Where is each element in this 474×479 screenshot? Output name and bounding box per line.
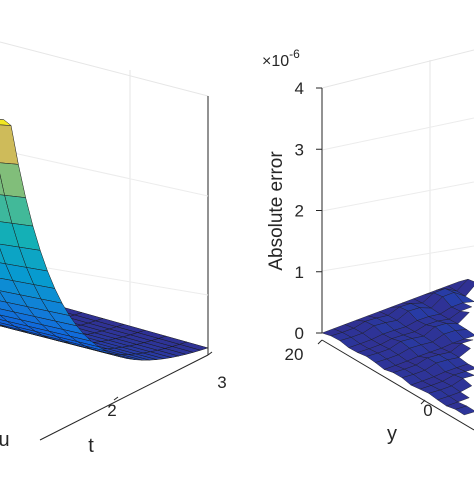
left-surface-patch	[178, 341, 209, 351]
right-y-tick-label: 20	[285, 345, 304, 364]
right-z-ticks: 0 1 2 3 4	[295, 79, 322, 343]
right-surface-plot: 0 1 2 3 4 20 0 y Absolute error ×10-6	[262, 47, 474, 445]
right-z-tick-label: 2	[295, 202, 304, 221]
right-z-tick-label: 1	[295, 263, 304, 282]
right-surface-patch	[454, 405, 474, 416]
left-x-axis-label: t	[88, 435, 94, 457]
left-surface-patch	[0, 124, 19, 165]
right-grid-line	[321, 117, 474, 151]
right-y-tick-label: 0	[423, 401, 432, 420]
right-z-multiplier-base: ×10	[262, 53, 289, 70]
right-z-axis-label: Absolute error	[266, 151, 287, 271]
right-z-tick-label: 0	[295, 324, 304, 343]
left-surface-patch	[0, 162, 26, 198]
right-z-tick-label: 4	[295, 79, 304, 98]
left-grid-line	[0, 149, 209, 197]
right-surface-mesh	[321, 278, 474, 416]
right-y-axis-line	[321, 339, 474, 431]
left-surface-mesh	[0, 119, 209, 361]
left-partial-label: u	[0, 429, 10, 451]
left-x-axis-line	[39, 354, 209, 441]
right-y-axis-label: y	[387, 423, 397, 445]
right-box-line	[321, 49, 474, 89]
left-surface-plot: 2 3 t u	[0, 41, 227, 457]
left-surface-patch	[0, 119, 12, 126]
right-z-multiplier-exponent: -6	[289, 47, 300, 61]
right-y-tick	[420, 399, 426, 405]
left-box-line	[0, 41, 209, 97]
right-y-tick	[317, 339, 323, 345]
right-z-tick-label: 3	[295, 140, 304, 159]
right-grid-line	[321, 245, 474, 272]
left-x-tick-label: 2	[107, 401, 116, 420]
left-x-tick	[207, 351, 213, 356]
left-x-tick-label: 3	[217, 373, 226, 392]
left-x-tick	[113, 396, 119, 401]
right-z-multiplier: ×10-6	[262, 47, 300, 70]
right-grid-line	[321, 181, 474, 212]
